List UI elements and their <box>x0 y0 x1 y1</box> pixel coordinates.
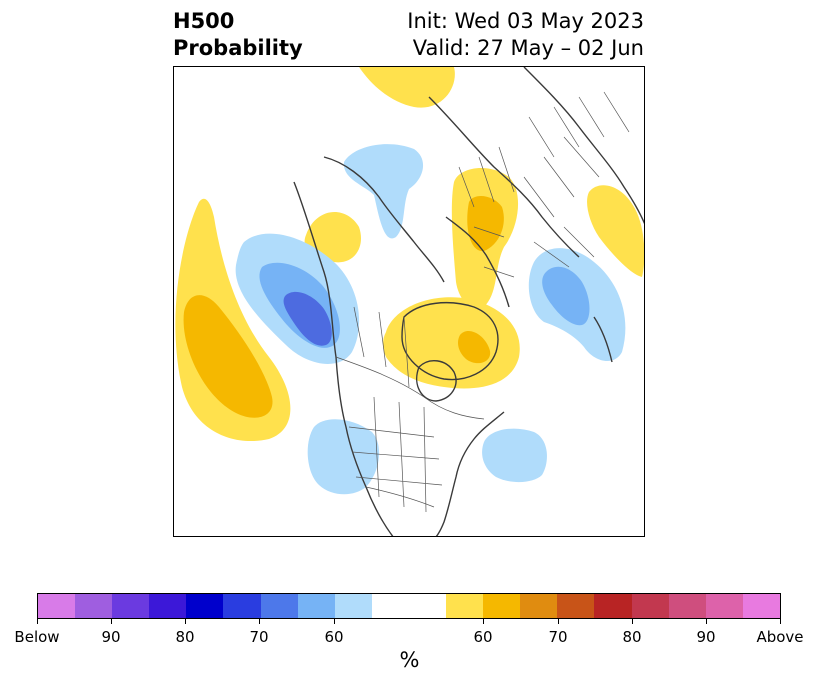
colorbar-swatch-above-6 <box>631 594 669 618</box>
colorbar-swatch-above-1 <box>446 594 484 618</box>
title-product: Probability <box>173 36 303 60</box>
colorbar-tickmark <box>37 619 38 624</box>
above-canada <box>304 212 362 263</box>
colorbar-swatch-above-9 <box>742 594 780 618</box>
title-variable: H500 <box>173 9 235 33</box>
colorbar-swatch-above-3 <box>520 594 558 618</box>
coast-asia-east <box>523 67 644 225</box>
above-greenland-core <box>458 330 491 364</box>
above-normal-regions <box>175 67 644 442</box>
colorbar-tickmark <box>483 619 484 624</box>
us-mexico-border <box>365 486 435 508</box>
title-left: H500 Probability <box>173 8 303 62</box>
colorbar-swatch-above-4 <box>557 594 595 618</box>
below-normal-regions <box>235 144 626 495</box>
above-pacific-inner <box>183 295 273 418</box>
valid-range: Valid: 27 May – 02 Jun <box>412 36 644 60</box>
probability-map <box>173 66 645 537</box>
colorbar-label-above-70: 70 <box>548 628 568 646</box>
colorbar-swatch-below-5 <box>186 594 224 618</box>
colorbar-label-below-90: 90 <box>101 628 121 646</box>
colorbar-label-below-70: 70 <box>249 628 269 646</box>
title-right: Init: Wed 03 May 2023 Valid: 27 May – 02… <box>407 8 644 62</box>
colorbar-label-below-60: 60 <box>324 628 344 646</box>
colorbar-swatch-below-1 <box>38 594 76 618</box>
colorbar-label-above-60: 60 <box>473 628 493 646</box>
colorbar-swatch-above-5 <box>594 594 632 618</box>
map-canvas <box>175 67 644 536</box>
colorbar-label-above: Above <box>756 628 804 646</box>
colorbar-label-above-80: 80 <box>622 628 642 646</box>
colorbar-swatch-neutral <box>371 594 447 618</box>
colorbar <box>37 593 781 619</box>
borders <box>335 91 630 513</box>
colorbar-label-above-90: 90 <box>696 628 716 646</box>
coast-eurasia-north <box>428 96 580 258</box>
coast-europe <box>445 216 510 308</box>
above-asia-east <box>587 185 644 277</box>
colorbar-tickmark <box>706 619 707 624</box>
us-canada-border <box>335 356 485 420</box>
colorbar-swatch-below-9 <box>334 594 372 618</box>
asia-borders <box>528 91 630 268</box>
colorbar-swatch-above-7 <box>668 594 706 618</box>
colorbar-tickmark <box>632 619 633 624</box>
above-greenland <box>383 297 520 389</box>
below-alaska-core <box>283 291 332 346</box>
colorbar-tickmark <box>558 619 559 624</box>
coast-hudson-bay <box>416 360 457 402</box>
colorbar-swatch-below-2 <box>75 594 113 618</box>
colorbar-tickmark <box>185 619 186 624</box>
coast-arctic-canada <box>323 156 445 283</box>
below-atlantic <box>482 428 547 483</box>
above-arctic-top <box>359 67 455 108</box>
colorbar-swatch-above-2 <box>483 594 521 618</box>
colorbar-swatch-below-3 <box>112 594 150 618</box>
below-east-asia-core <box>542 266 590 326</box>
colorbar-tickmark <box>780 619 781 624</box>
coast-north-america-east <box>435 411 505 536</box>
coast-greenland <box>401 302 499 381</box>
colorbar-swatch-below-8 <box>297 594 335 618</box>
eurasia-borders <box>458 136 600 278</box>
below-arctic <box>343 144 424 239</box>
colorbar-label-below-80: 80 <box>175 628 195 646</box>
province-lines <box>353 306 410 388</box>
state-lines-1 <box>348 396 443 513</box>
colorbar-tickmark <box>111 619 112 624</box>
colorbar-unit: % <box>399 648 420 672</box>
init-date: Init: Wed 03 May 2023 <box>407 9 644 33</box>
coast-japan <box>593 316 613 363</box>
colorbar-swatch-above-8 <box>705 594 743 618</box>
colorbar-swatch-below-6 <box>223 594 261 618</box>
colorbar-tickmark <box>334 619 335 624</box>
colorbar-swatch-below-7 <box>260 594 298 618</box>
below-western-us <box>307 419 380 495</box>
colorbar-swatch-below-4 <box>149 594 187 618</box>
above-siberia-core <box>467 195 504 252</box>
colorbar-label-below: Below <box>14 628 60 646</box>
colorbar-tickmark <box>259 619 260 624</box>
